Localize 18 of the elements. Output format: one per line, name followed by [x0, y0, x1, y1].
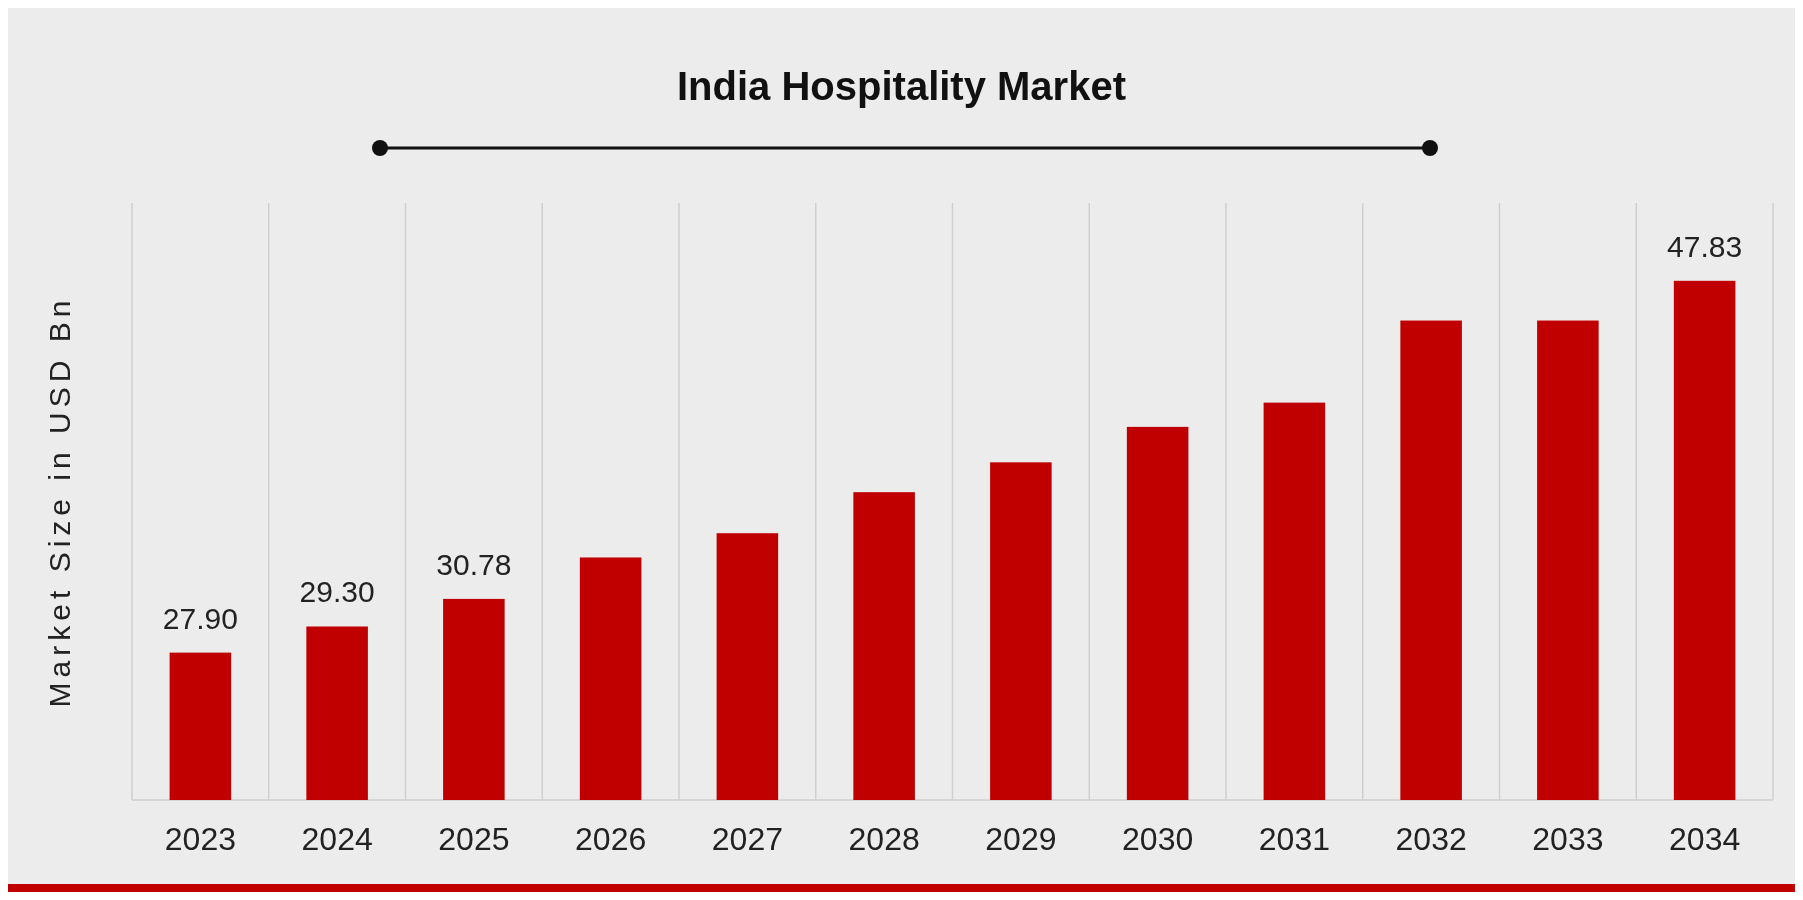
x-tick-label: 2034 [1669, 821, 1741, 857]
x-tick-label: 2033 [1532, 821, 1604, 857]
x-tick-label: 2032 [1395, 821, 1467, 857]
x-tick-label: 2024 [301, 821, 373, 857]
y-axis-title: Market Size in USD Bn [43, 295, 76, 708]
x-tick-label: 2031 [1258, 821, 1330, 857]
data-label: 47.83 [1667, 229, 1743, 263]
x-tick-label: 2030 [1122, 821, 1194, 857]
x-tick-label: 2029 [985, 821, 1057, 857]
x-tick-label: 2028 [848, 821, 920, 857]
x-tick-label: 2023 [164, 821, 236, 857]
data-label: 27.90 [162, 601, 238, 635]
data-label: 30.78 [436, 547, 512, 581]
x-tick-label: 2026 [575, 821, 647, 857]
x-tick-label: 2027 [711, 821, 783, 857]
x-tick-label: 2025 [438, 821, 510, 857]
data-label: 29.30 [299, 575, 375, 609]
chart-title: India Hospitality Market [677, 64, 1126, 108]
